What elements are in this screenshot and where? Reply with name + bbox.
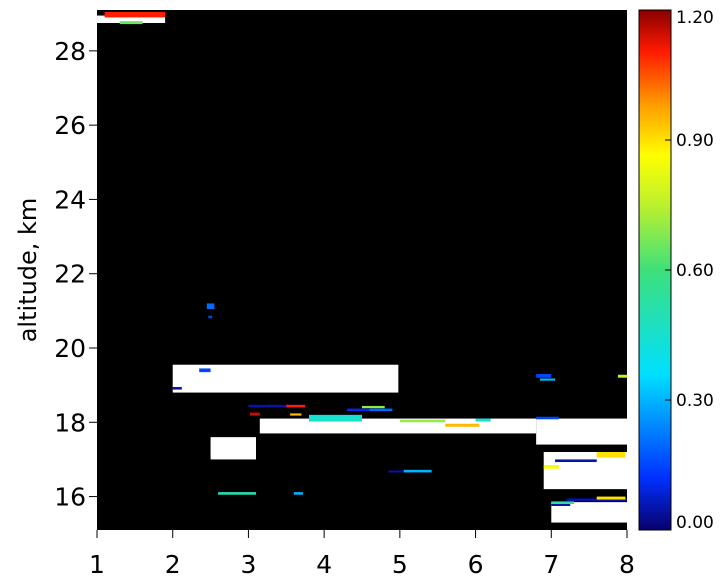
data-cell xyxy=(218,492,256,495)
data-cell xyxy=(248,404,306,408)
colorbar-tick-label: 0.30 xyxy=(676,391,714,411)
saturated-region xyxy=(97,15,166,23)
colorbar-tick-label: 1.20 xyxy=(676,8,714,28)
data-cell xyxy=(290,413,302,416)
saturated-regions xyxy=(97,15,627,523)
y-axis-label: altitude, km xyxy=(14,198,42,343)
saturated-region xyxy=(551,502,627,523)
colorbar-tick-label: 0.90 xyxy=(676,131,714,151)
data-cell xyxy=(104,11,166,18)
data-cell xyxy=(596,496,626,500)
data-cell xyxy=(536,416,559,420)
x-tick-label: 6 xyxy=(468,550,484,579)
x-tick-label: 3 xyxy=(240,550,256,579)
y-tick-label: 20 xyxy=(54,334,86,363)
data-cell xyxy=(208,315,213,319)
colorbar-tick-label: 0.60 xyxy=(676,261,714,281)
data-cell xyxy=(206,303,215,309)
colored-cells xyxy=(104,11,627,506)
data-cell xyxy=(551,501,574,504)
data-cell xyxy=(346,408,370,412)
data-cell xyxy=(172,387,182,390)
data-cell xyxy=(617,374,627,378)
colorbar-tick-label: 0.00 xyxy=(676,513,714,533)
data-cell xyxy=(399,419,446,423)
data-cell xyxy=(445,423,480,427)
saturated-region xyxy=(259,418,537,434)
data-cell xyxy=(543,465,559,469)
y-tick-label: 16 xyxy=(54,483,86,512)
data-cell xyxy=(362,405,385,409)
data-cell xyxy=(293,492,303,495)
x-tick-label: 7 xyxy=(543,550,559,579)
y-tick-label: 26 xyxy=(54,111,86,140)
data-cell xyxy=(566,498,627,502)
saturated-region xyxy=(536,418,627,445)
saturated-region xyxy=(210,437,256,460)
x-tick-label: 4 xyxy=(316,550,332,579)
data-cell xyxy=(199,368,211,373)
data-cell xyxy=(388,470,404,473)
data-cell xyxy=(536,374,552,378)
data-cell xyxy=(596,452,626,458)
data-cell xyxy=(403,469,432,473)
data-cell xyxy=(539,378,556,381)
data-cell xyxy=(119,21,143,25)
data-cell xyxy=(286,404,306,408)
y-tick-label: 28 xyxy=(54,37,86,66)
y-tick-label: 24 xyxy=(54,185,86,214)
data-cell xyxy=(475,418,491,422)
data-cell xyxy=(309,414,362,422)
saturated-region xyxy=(543,452,627,490)
colorbar-ticks: 0.00 0.30 0.60 0.90 1.20 xyxy=(665,8,714,533)
data-cell xyxy=(551,504,571,506)
x-tick-label: 8 xyxy=(619,550,635,579)
data-cell xyxy=(249,412,260,416)
x-tick-label: 1 xyxy=(89,550,105,579)
y-tick-label: 22 xyxy=(54,260,86,289)
x-tick-label: 2 xyxy=(165,550,181,579)
data-cell xyxy=(555,459,597,463)
data-cell xyxy=(369,408,393,412)
axes: 1 2 3 4 5 6 7 8 16 18 20 22 24 26 28 xyxy=(54,37,635,579)
y-tick-label: 18 xyxy=(54,408,86,437)
x-tick-label: 5 xyxy=(392,550,408,579)
